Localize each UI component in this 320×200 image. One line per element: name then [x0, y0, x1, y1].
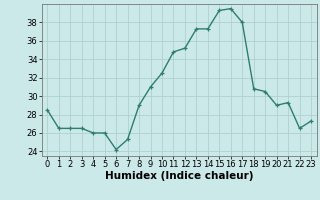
X-axis label: Humidex (Indice chaleur): Humidex (Indice chaleur): [105, 171, 253, 181]
